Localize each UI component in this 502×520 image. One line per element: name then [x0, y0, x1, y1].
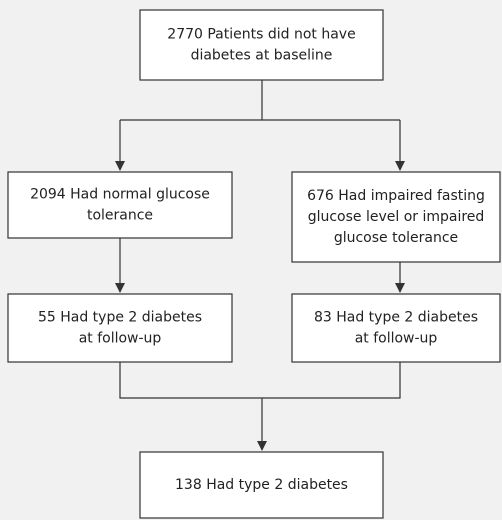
node: 676 Had impaired fasting glucose level or…: [291, 171, 501, 263]
node-label: 138 Had type 2 diabetes: [175, 477, 348, 493]
connector: [119, 362, 401, 399]
node-box: [291, 171, 501, 263]
node-label: glucose level or impaired: [308, 209, 485, 225]
node: 138 Had type 2 diabetes: [139, 451, 384, 519]
node-label: 2770 Patients did not have: [167, 27, 355, 43]
node-box: [139, 451, 384, 519]
node-label: diabetes at baseline: [191, 48, 333, 64]
node: 2094 Had normal glucose tolerance: [7, 171, 233, 239]
node-label: at follow-up: [79, 331, 162, 347]
node-box: [7, 171, 233, 239]
node-box: [291, 293, 501, 363]
connector: [120, 80, 400, 121]
node-label: tolerance: [87, 208, 153, 224]
node-box: [139, 9, 384, 81]
node: 83 Had type 2 diabetes at follow-up: [291, 293, 501, 363]
node-label: at follow-up: [355, 331, 438, 347]
node-label: glucose tolerance: [334, 230, 458, 246]
node-label: 2094 Had normal glucose: [30, 187, 210, 203]
node: 2770 Patients did not have diabetes at ba…: [139, 9, 384, 81]
connectors: [115, 80, 405, 451]
node-label: 83 Had type 2 diabetes: [314, 310, 478, 326]
node-box: [7, 293, 233, 363]
node-label: 55 Had type 2 diabetes: [38, 310, 202, 326]
node-label: 676 Had impaired fasting: [307, 188, 485, 204]
node: 55 Had type 2 diabetes at follow-up: [7, 293, 233, 363]
